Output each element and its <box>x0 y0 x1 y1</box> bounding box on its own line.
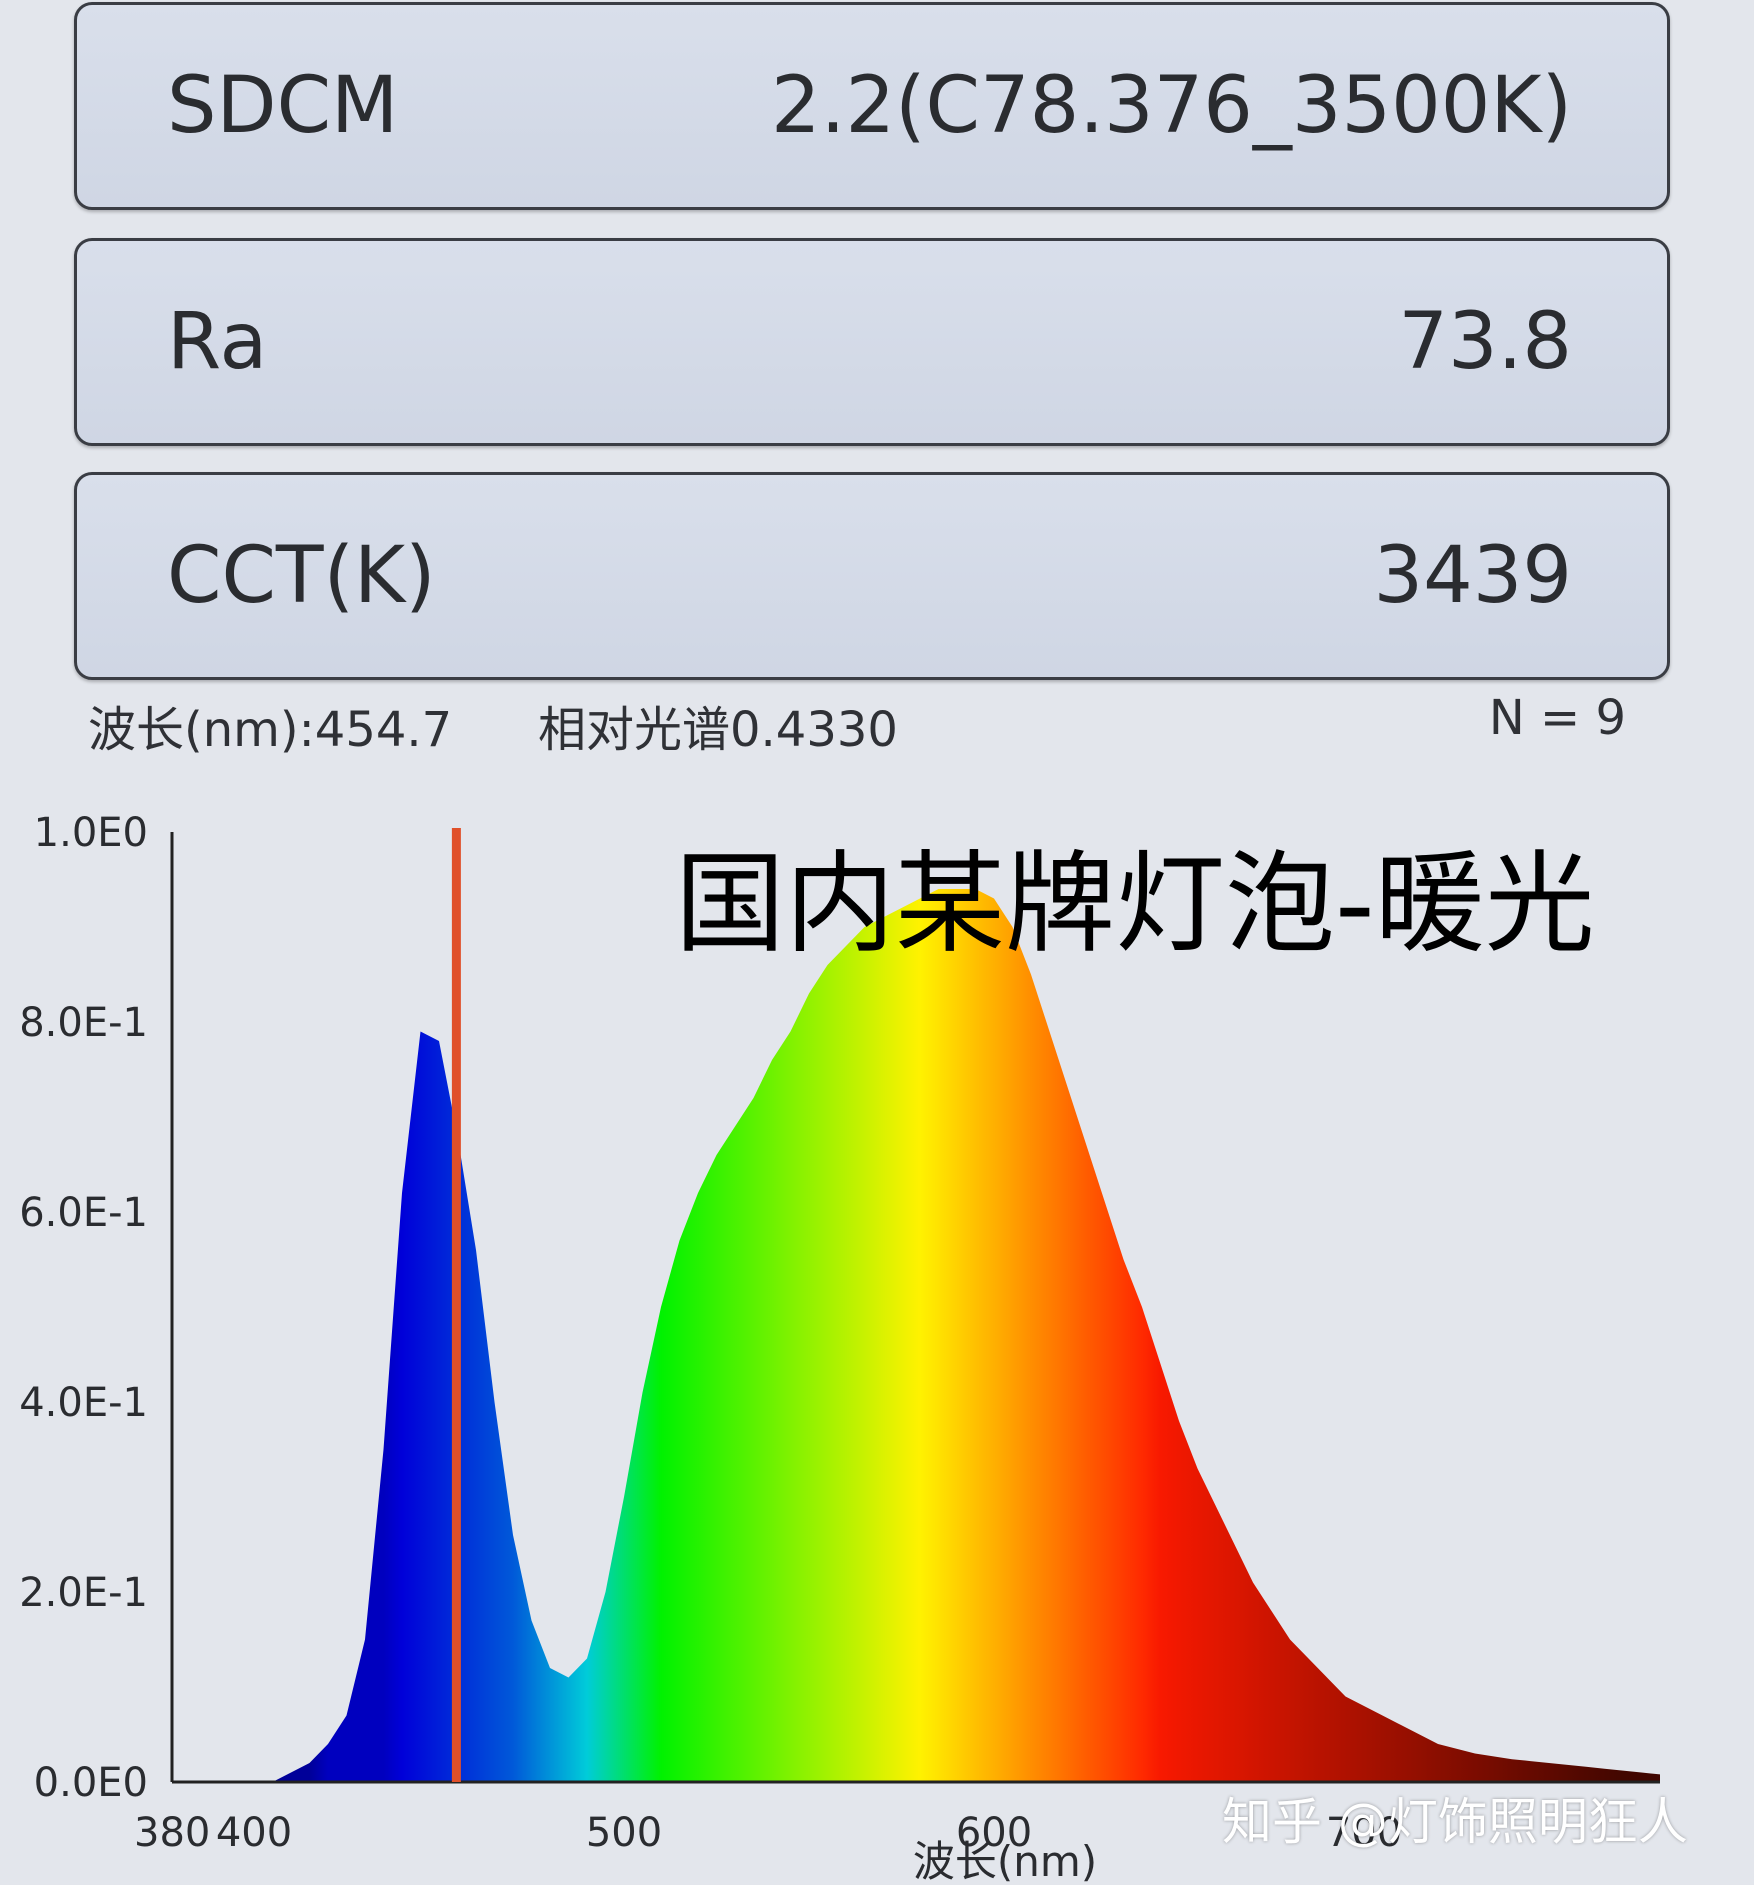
y-tick-label: 8.0E-1 <box>19 1000 148 1046</box>
relative-spectrum-readout: 相对光谱0.4330 <box>538 702 898 758</box>
y-tick-label: 1.0E0 <box>34 810 148 856</box>
sdcm-row: SDCM 2.2(C78.376_3500K) <box>74 2 1670 210</box>
cct-label: CCT(K) <box>167 531 436 621</box>
watermark: 知乎 @灯饰照明狂人 <box>1222 1793 1688 1851</box>
y-tick-label: 2.0E-1 <box>19 1570 148 1616</box>
ra-value: 73.8 <box>1398 297 1572 387</box>
spectrum-chart[interactable]: 0.0E0 2.0E-1 4.0E-1 6.0E-1 8.0E-1 1.0E0 380 400… <box>0 790 1754 1885</box>
x-axis-label: 波长(nm) <box>913 1837 1097 1885</box>
x-tick-label: 700 <box>1326 1810 1402 1856</box>
x-tick-label: 600 <box>956 1810 1032 1856</box>
x-tick-label: 400 <box>216 1810 292 1856</box>
chart-title: 国内某牌灯泡-暖光 <box>675 840 1595 968</box>
sdcm-label: SDCM <box>167 61 399 151</box>
ra-row: Ra 73.8 <box>74 238 1670 446</box>
ra-label: Ra <box>167 297 268 387</box>
cct-row: CCT(K) 3439 <box>74 472 1670 680</box>
y-tick-label: 6.0E-1 <box>19 1190 148 1236</box>
cct-value: 3439 <box>1373 531 1572 621</box>
x-tick-label: 500 <box>586 1810 662 1856</box>
y-tick-label: 4.0E-1 <box>19 1380 148 1426</box>
cursor-wavelength-readout: 波长(nm):454.7 <box>88 702 453 758</box>
x-tick-label: 380 <box>134 1810 210 1856</box>
y-tick-label: 0.0E0 <box>34 1760 148 1806</box>
sample-count: N = 9 <box>1488 690 1626 746</box>
spectrum-area <box>272 889 1660 1782</box>
sdcm-value: 2.2(C78.376_3500K) <box>771 61 1572 151</box>
